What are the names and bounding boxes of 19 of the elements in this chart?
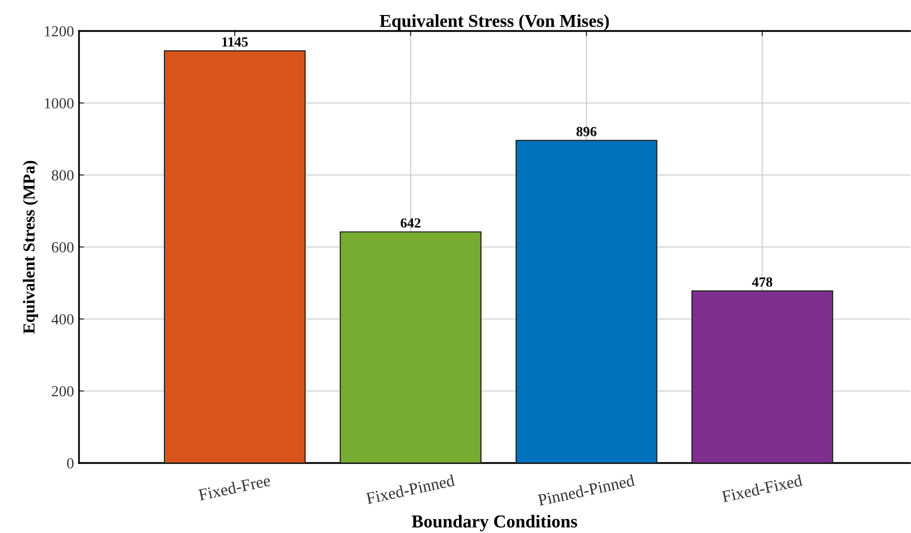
bar — [691, 290, 834, 463]
y-tick-label: 1000 — [44, 98, 74, 108]
data-label: 478 — [752, 277, 772, 287]
bar — [516, 140, 658, 463]
y-tick-label: 400 — [52, 314, 74, 324]
y-tick-label: 1200 — [44, 26, 74, 36]
x-tick-label: Fixed-Free — [198, 474, 271, 501]
bar — [340, 231, 482, 463]
bar — [164, 50, 306, 463]
chart-title: Equivalent Stress (Von Mises) — [380, 14, 609, 31]
x-axis-title: Boundary Conditions — [412, 514, 578, 532]
y-tick-label: 200 — [52, 386, 74, 396]
y-tick-label: 0 — [67, 458, 74, 468]
data-label: 1145 — [222, 37, 248, 47]
y-tick-label: 800 — [52, 170, 74, 180]
y-tick-label: 600 — [52, 242, 74, 252]
data-label: 896 — [576, 126, 596, 136]
y-axis-title: Equivalent Stress (MPa) — [22, 160, 38, 334]
data-label: 642 — [400, 218, 420, 228]
